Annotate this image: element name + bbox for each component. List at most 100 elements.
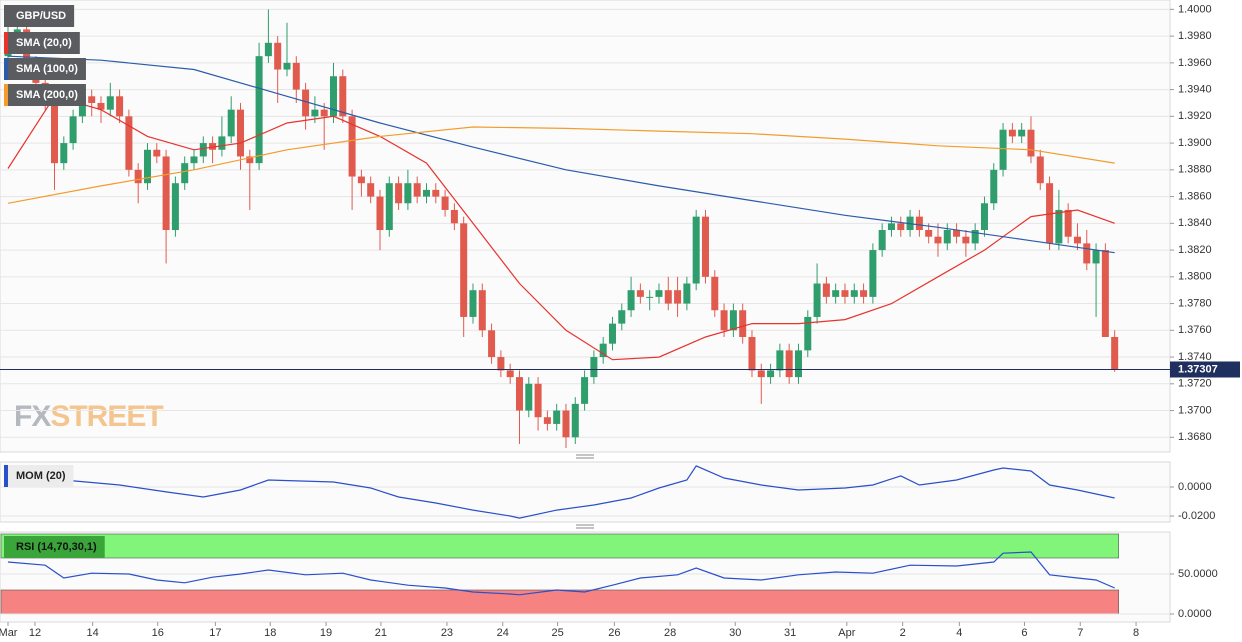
candle-body [711,276,719,311]
candle-body [748,336,756,371]
legend-label: MOM (20) [16,470,66,482]
candle-body [525,383,533,411]
y-tick-label: 1.3680 [1178,431,1212,443]
candle-body [171,183,179,231]
candle-body [320,109,328,117]
x-tick-label: 25 [551,627,563,639]
candle-body [422,189,430,197]
candle-body [822,283,830,297]
y-tick-label: 1.4000 [1178,3,1212,15]
x-tick-label: 12 [29,627,41,639]
legend-swatch [4,58,8,80]
candle-body [106,96,114,110]
x-tick-label: 16 [152,627,164,639]
y-tick-label: 1.3720 [1178,378,1212,390]
candle-body [618,310,626,324]
candle-body [134,169,142,184]
candle-body [1055,209,1063,244]
y-tick-label: 1.3840 [1178,217,1212,229]
candle-body [1046,183,1054,244]
candle-body [1083,243,1091,264]
x-tick-label: 18 [264,627,276,639]
candle-body [739,310,747,337]
candle-body [1111,336,1119,370]
last-price-tag [1170,361,1240,378]
candle-body [860,290,868,297]
candle-body [785,350,793,378]
candle-body [655,290,663,297]
x-tick-label: 21 [375,627,387,639]
candle-body [88,96,96,103]
candle-body [599,343,607,358]
x-tick-label: 2 [900,627,906,639]
candle-body [562,410,570,438]
candle-body [302,89,310,117]
candle-body [376,196,384,231]
candle-body [478,290,486,331]
candle-body [999,129,1007,170]
candle-body [804,316,812,351]
x-tick-label: 4 [956,627,962,639]
legend-box [4,84,86,106]
x-tick-label: 17 [209,627,221,639]
indicator-line [7,55,1115,254]
legend-label: SMA (200,0) [16,89,78,101]
watermark-prefix: FX [14,400,51,433]
candle-body [162,156,170,231]
x-tick-label: 14 [87,627,99,639]
candle-body [692,216,700,284]
candle-body [897,223,905,231]
candle-body [664,290,672,304]
y-tick-label: 0.0000 [1178,481,1212,493]
candle-body [1036,156,1044,184]
x-tick-label: 24 [497,627,509,639]
candle-body [980,203,988,231]
candle-body [776,350,784,371]
legend-box [4,58,86,80]
candle-body [450,209,458,224]
y-tick-label: 1.3940 [1178,84,1212,96]
candle-body [1064,209,1072,237]
candle-body [794,350,802,378]
y-tick-label: 50.0000 [1178,568,1218,580]
indicator-line [7,465,1115,519]
last-price-label: 1.37307 [1178,363,1218,375]
watermark-suffix: STREET [50,400,163,433]
legend-box [4,5,75,27]
indicator-line [7,551,1115,596]
x-tick-label: 6 [1021,627,1027,639]
panel-handle[interactable] [576,454,594,529]
candle-body [125,116,133,170]
y-tick-label: 1.3780 [1178,297,1212,309]
y-tick-label: 1.3960 [1178,57,1212,69]
candle-body [674,290,682,304]
candle-body [348,116,356,177]
indicator-line [7,126,1115,204]
watermark: FXSTREET [14,400,163,433]
candle-body [488,330,496,358]
x-tick-label: Mar [0,627,18,639]
candle-body [460,223,468,317]
x-tick-label: 8 [1133,627,1139,639]
candle-body [962,236,970,244]
candle-body [757,370,765,378]
candle-body [190,156,198,164]
candle-body [990,169,998,204]
y-tick-label: 1.3800 [1178,271,1212,283]
candle-body [227,109,235,137]
x-tick-label: 28 [664,627,676,639]
candle-body [934,236,942,244]
candle-body [218,136,226,150]
candle-body [246,156,254,164]
legend-swatch [4,465,8,487]
x-tick-label: Apr [838,627,855,639]
candle-body [404,183,412,204]
candle-body [264,42,272,57]
candle-body [367,183,375,197]
candle-body [236,109,244,157]
candle-body [971,230,979,244]
rsi-band [0,533,1119,559]
candle-body [571,403,579,438]
legend-box [4,465,74,487]
legend-label: SMA (20,0) [16,37,72,49]
